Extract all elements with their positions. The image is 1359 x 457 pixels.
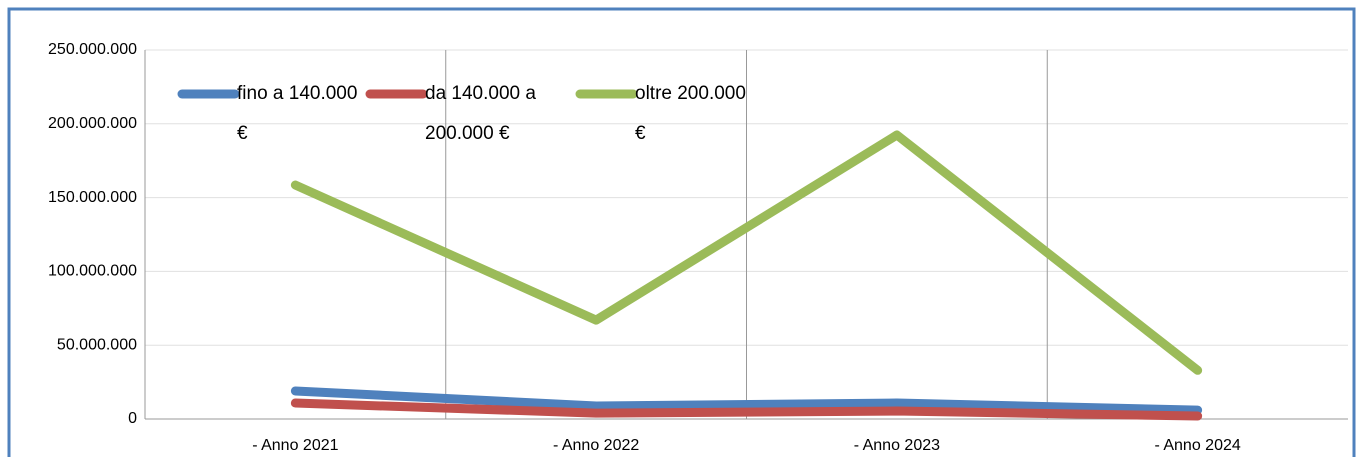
series-line — [290, 130, 1203, 375]
y-tick-label: 250.000.000 — [48, 41, 137, 58]
y-tick-label: 0 — [128, 410, 137, 427]
x-tick-label: - Anno 2024 — [1154, 437, 1240, 454]
y-tick-label: 150.000.000 — [48, 189, 137, 206]
y-tick-label: 100.000.000 — [48, 263, 137, 280]
legend-label: oltre 200.000 € — [635, 83, 746, 144]
series-line — [290, 398, 1203, 421]
x-tick-label: - Anno 2021 — [252, 437, 338, 454]
x-tick-label: - Anno 2022 — [553, 437, 639, 454]
x-tick-label: - Anno 2023 — [854, 437, 940, 454]
legend-label: fino a 140.000 € — [237, 83, 358, 144]
y-tick-label: 200.000.000 — [48, 115, 137, 132]
y-tick-label: 50.000.000 — [57, 336, 137, 353]
frame — [7, 7, 1356, 457]
legend-label: da 140.000 a 200.000 € — [425, 83, 536, 144]
series-line — [290, 386, 1203, 415]
